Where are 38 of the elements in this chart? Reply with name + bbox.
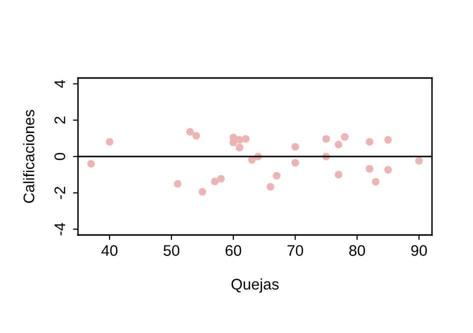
x-tick-label: 80 [349,245,366,256]
x-tick-label: 60 [226,245,242,256]
point [106,138,114,146]
point [266,183,274,191]
point [291,143,300,151]
point [322,135,330,143]
point [217,175,225,183]
y-tick-label: 2 [54,116,66,124]
x-tick-label: 50 [164,245,180,256]
y-axis-title: Calificaciones [23,110,34,203]
point [334,170,342,178]
point [366,138,374,146]
point [242,135,250,143]
point [174,180,182,188]
point [372,178,380,186]
point [210,178,219,186]
point [192,132,200,140]
y-tick-label: -4 [54,222,66,236]
point [87,160,95,168]
point [186,128,194,136]
y-tick-label: -2 [54,186,66,199]
x-tick-label: 70 [288,245,304,256]
point [384,166,392,174]
point [272,172,280,180]
y-tick-label: 0 [54,152,66,160]
point [384,136,392,144]
point [198,188,206,196]
point [415,157,423,165]
point [236,136,244,144]
point [366,165,374,173]
point [334,140,342,148]
x-tick-label: 90 [411,245,427,256]
x-axis-title: Quejas [232,278,279,293]
point [236,144,244,152]
point [340,133,349,141]
x-tick-label: 40 [101,245,118,256]
y-tick-label: 4 [54,80,66,88]
point [291,159,300,167]
